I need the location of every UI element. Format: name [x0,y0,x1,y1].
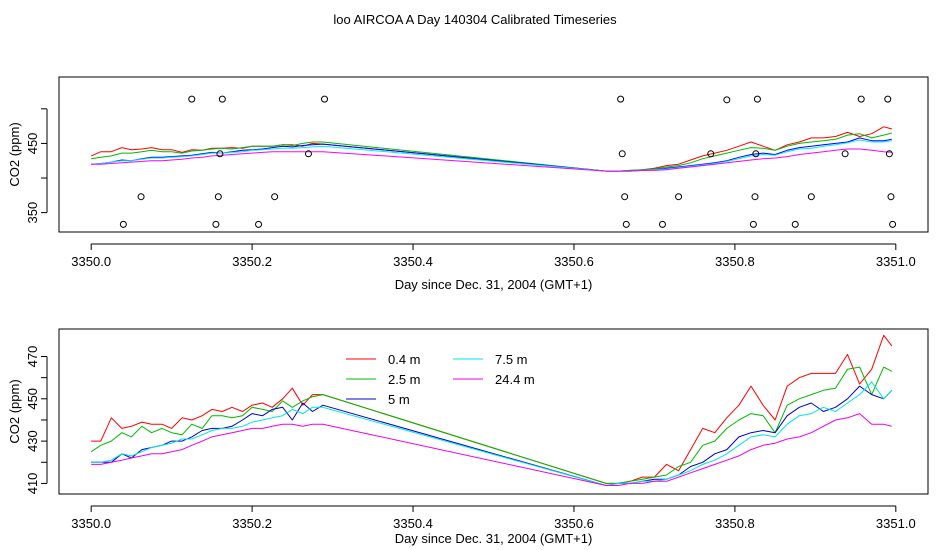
legend: 0.4 m 2.5 m 5 m 7.5 m 24.4 m [346,352,535,407]
x-tick-label: 3350.2 [232,516,272,531]
data-point-marker [216,150,224,158]
figure-title: loo AIRCOA A Day 140304 Calibrated Times… [333,12,617,27]
x-tick-label: 3350.0 [71,254,111,269]
bottom-panel: 3350.0 3350.2 3350.4 3350.6 3350.8 3351.0 410 4… [7,328,929,546]
data-point-marker [617,95,625,103]
data-point-marker [751,193,759,201]
data-point-marker [885,150,893,158]
x-tick-label: 3350.8 [715,254,755,269]
top-panel: 3350.0 3350.2 3350.4 3350.6 3350.8 3351.0 350 4… [7,76,929,292]
series-line-24-4-m [91,413,892,486]
data-point-marker [752,150,760,158]
y-tick-label: 450 [25,388,40,410]
x-tick-label: 3350.8 [715,516,755,531]
x-tick-label: 3350.2 [232,254,272,269]
data-point-marker [214,193,222,201]
data-point-marker [218,95,226,103]
x-tick-label: 3351.0 [876,516,916,531]
plot-area [90,95,897,228]
data-point-marker [119,220,127,228]
y-axis-label: CO2 (ppm) [7,379,22,443]
y-tick-label: 350 [25,202,40,224]
legend-label: 7.5 m [495,352,528,367]
data-point-marker [753,95,761,103]
data-point-marker [889,220,897,228]
series-line-2-5-m [90,366,893,484]
data-point-marker [212,220,220,228]
data-point-marker [675,193,683,201]
y-tick-label: 470 [25,346,40,368]
plot-area [90,334,893,486]
data-point-marker [321,95,329,103]
x-tick-label: 3350.6 [554,254,594,269]
data-point-marker [304,150,312,158]
plot-frame [58,76,929,233]
data-point-marker [841,150,849,158]
x-axis-label: Day since Dec. 31, 2004 (GMT+1) [395,531,593,546]
y-tick-label: 450 [25,133,40,155]
data-point-marker [255,220,263,228]
x-axis-label: Day since Dec. 31, 2004 (GMT+1) [395,277,593,292]
x-tick-label: 3350.6 [554,516,594,531]
data-point-marker [622,220,630,228]
series-line-4 [91,148,892,172]
data-point-marker [723,96,731,104]
legend-label: 2.5 m [388,372,421,387]
data-point-marker [749,220,757,228]
data-point-marker [887,193,895,201]
data-point-marker [658,220,666,228]
data-point-marker [271,193,279,201]
legend-label: 0.4 m [388,352,421,367]
series-line-7-5-m [91,381,893,486]
data-point-marker [618,150,626,158]
series-line-2 [91,137,892,172]
x-tick-label: 3350.4 [393,516,433,531]
plot-frame [58,328,929,495]
data-point-marker [188,95,196,103]
data-point-marker [791,220,799,228]
y-tick-label: 410 [25,473,40,495]
x-tick-label: 3350.4 [393,254,433,269]
data-point-marker [857,95,865,103]
x-tick-label: 3351.0 [876,254,916,269]
data-point-marker [884,95,892,103]
x-tick-label: 3350.0 [71,516,111,531]
legend-label: 5 m [388,392,410,407]
data-point-marker [621,193,629,201]
legend-label: 24.4 m [495,372,535,387]
data-point-marker [707,150,715,158]
data-point-marker [137,193,145,201]
y-tick-label: 430 [25,430,40,452]
data-point-marker [807,193,815,201]
y-axis-label: CO2 (ppm) [7,122,22,186]
